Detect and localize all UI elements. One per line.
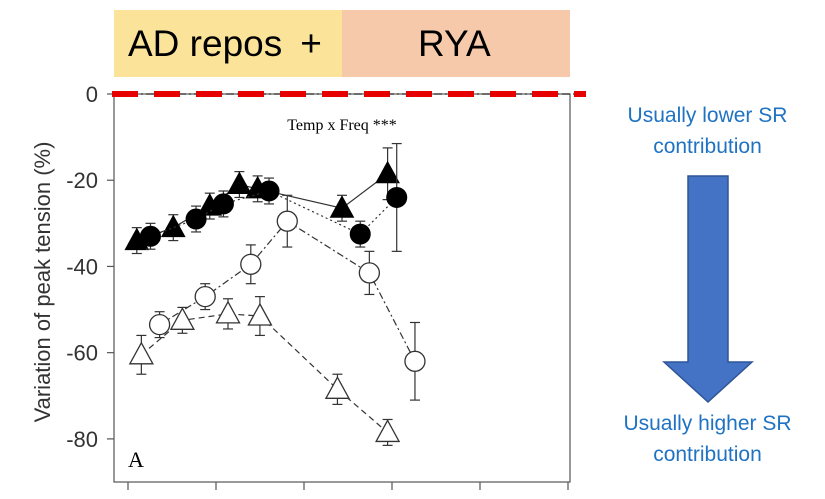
direction-arrow <box>662 175 754 404</box>
y-axis-label: Variation of peak tension (%) <box>30 142 55 423</box>
point-open-circle <box>194 285 216 308</box>
note-bottom: Usually higher SR contribution <box>590 408 825 470</box>
series-line <box>159 220 416 362</box>
point-filled-circle <box>185 208 207 230</box>
point-filled-circle <box>386 186 408 208</box>
note-line: contribution <box>653 443 762 466</box>
series-open-circle <box>148 194 426 401</box>
note-line: Usually higher SR <box>623 412 792 435</box>
point-filled-circle <box>258 180 280 202</box>
point-open-triangle <box>375 419 401 443</box>
point-open-triangle <box>215 300 241 324</box>
y-tick-label: -80 <box>66 427 98 452</box>
point-filled-triangle <box>375 160 400 184</box>
point-open-triangle <box>169 306 195 330</box>
point-open-circle <box>404 350 426 372</box>
series-line <box>140 313 388 433</box>
point-filled-circle <box>349 223 371 245</box>
point-filled-triangle <box>227 171 252 195</box>
point-open-triangle <box>247 302 273 326</box>
series-open-triangle <box>128 296 401 446</box>
annotation-temp-freq: Temp x Freq *** <box>287 117 397 134</box>
point-filled-circle <box>139 225 161 247</box>
point-open-circle <box>148 313 171 336</box>
banner-right: RYA <box>342 10 570 77</box>
banner-plus: + <box>300 22 322 64</box>
point-open-circle <box>276 210 298 232</box>
point-filled-triangle <box>160 214 186 238</box>
series-layer <box>124 142 426 446</box>
point-open-circle <box>358 262 381 284</box>
banner-left: AD repos + <box>114 10 342 77</box>
y-axis: 0 -20 -40 -60 -80 <box>66 82 569 490</box>
y-tick-label: -20 <box>66 168 98 193</box>
point-open-triangle <box>324 375 351 399</box>
y-tick-label: -40 <box>66 254 98 279</box>
y-tick-label: -60 <box>66 341 98 366</box>
plot-area <box>113 93 571 483</box>
series-filled-circle <box>139 142 408 252</box>
point-open-triangle <box>128 341 154 365</box>
note-top: Usually lower SR contribution <box>590 100 825 162</box>
point-filled-triangle <box>329 195 355 218</box>
note-line: Usually lower SR <box>627 104 788 127</box>
plot-frame <box>113 93 571 483</box>
point-open-circle <box>240 253 262 275</box>
banner-right-label: RYA <box>418 22 491 64</box>
note-line: contribution <box>653 135 762 158</box>
point-filled-circle <box>212 193 234 215</box>
down-arrow-icon <box>662 175 754 404</box>
panel-label: A <box>128 447 144 472</box>
y-tick-label: 0 <box>86 82 98 107</box>
banner-left-label: AD repos <box>128 22 283 64</box>
